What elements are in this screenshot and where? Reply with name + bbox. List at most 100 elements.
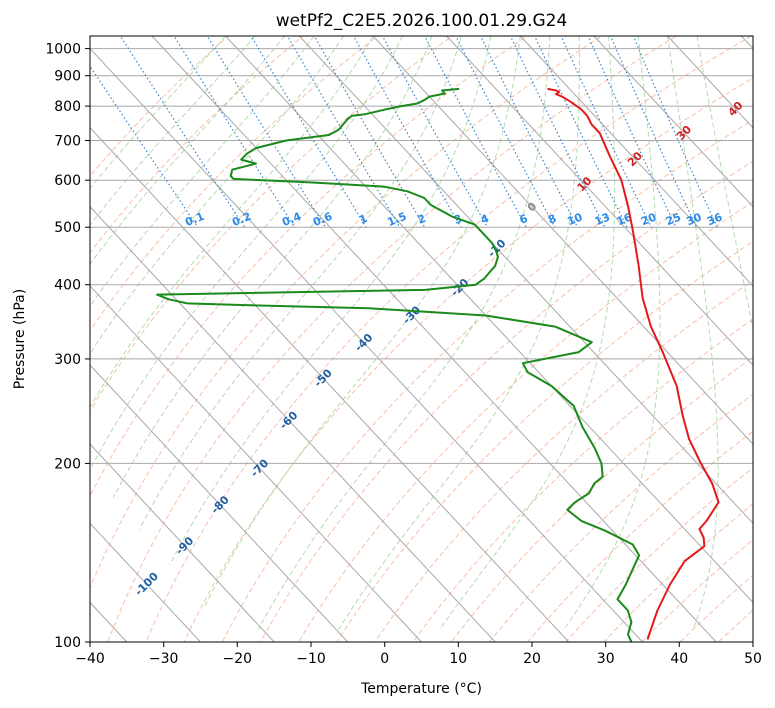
dry-adiabat <box>298 201 753 642</box>
mixing-ratio-label: 2 <box>416 212 428 227</box>
dry-adiabat <box>412 318 753 642</box>
mixing-ratio-line <box>119 36 246 228</box>
isotherm-line <box>90 364 349 642</box>
y-tick-label: 1000 <box>45 42 81 58</box>
mixing-ratio-line <box>587 36 677 228</box>
isotherm-line <box>593 36 753 208</box>
isotherms <box>90 36 753 642</box>
dry-adiabat <box>90 36 229 177</box>
isotherm-line <box>151 36 717 642</box>
dry-adiabat <box>183 77 753 642</box>
mixing-ratio-label: 0.6 <box>311 210 334 229</box>
moist-adiabat <box>439 36 616 630</box>
moist-adiabat <box>204 36 521 607</box>
mixing-ratio-label: 13 <box>593 210 612 228</box>
y-tick-label: 800 <box>54 99 81 115</box>
dewpoint-profile <box>156 87 641 642</box>
temperature-profile <box>547 87 720 640</box>
dry-adiabat <box>107 36 678 642</box>
y-axis-label: Pressure (hPa) <box>12 289 28 389</box>
y-tick-label: 400 <box>54 278 81 294</box>
mixing-ratio-line <box>206 36 327 228</box>
dry-adiabat <box>145 36 753 642</box>
y-tick-label: 700 <box>54 134 81 150</box>
mixing-ratio-line <box>632 36 718 228</box>
mixing-ratio-line <box>560 36 652 228</box>
y-tick-label: 600 <box>54 173 81 189</box>
x-axis-label: Temperature (°C) <box>360 681 482 697</box>
dry-adiabat <box>374 279 753 642</box>
moist-adiabat <box>338 36 580 630</box>
dry-adiabat <box>90 36 379 332</box>
moist-adiabat <box>90 36 226 190</box>
moist-adiabats <box>90 36 753 630</box>
x-tick-label: −20 <box>223 651 253 667</box>
x-tick-label: 50 <box>744 651 762 667</box>
x-tick-label: 30 <box>597 651 615 667</box>
mixing-ratio-label: 0.4 <box>280 210 303 229</box>
moist-adiabat <box>90 36 285 265</box>
dry-adiabat <box>90 36 304 254</box>
moist-adiabat <box>90 36 374 409</box>
mixing-ratio-label: 1 <box>357 212 369 227</box>
dry-adiabat <box>90 36 454 413</box>
moist-adiabat <box>90 36 256 226</box>
isotherm-line <box>740 36 753 50</box>
dry-adiabat <box>488 393 753 642</box>
dry-adiabat <box>259 160 753 642</box>
mixing-ratio-line <box>533 36 628 228</box>
isotherm-line <box>446 36 753 366</box>
x-tick-label: −10 <box>296 651 326 667</box>
moist-adiabat <box>667 36 719 630</box>
isotherm-line <box>90 206 496 642</box>
mixing-ratio-lines <box>90 36 718 228</box>
x-tick-label: −30 <box>149 651 179 667</box>
x-tick-label: 40 <box>670 651 688 667</box>
isotherm-line <box>90 285 422 642</box>
isotherm-line <box>298 36 753 525</box>
isotherm-line <box>225 36 753 604</box>
plot-frame <box>89 35 754 643</box>
mixing-ratio-line <box>381 36 489 228</box>
dry-adiabat <box>717 609 753 642</box>
mixing-ratio-label: 4 <box>479 212 491 227</box>
chart-title: wetPf2_C2E5.2026.100.01.29.G24 <box>276 11 568 31</box>
y-tick-label: 900 <box>54 69 81 85</box>
mixing-ratio-label: 30 <box>684 210 703 228</box>
mixing-ratio-label: 25 <box>664 210 683 228</box>
y-tick-label: 100 <box>54 635 81 651</box>
mixing-ratio-label: 36 <box>705 210 724 228</box>
y-tick-label: 300 <box>54 352 81 368</box>
mixing-ratio-line <box>286 36 401 228</box>
moist-adiabat <box>696 36 753 333</box>
isobars <box>90 48 753 642</box>
mixing-ratio-label: 20 <box>639 210 658 228</box>
dry-adiabat <box>90 36 603 590</box>
plot-area: 0.1 0.2 0.4 0.6 1 1.5 2 3 4 6 8 10 13 16 20 25 30 36-100-… <box>90 24 775 655</box>
mixing-ratio-line <box>610 36 698 228</box>
moist-adiabat <box>139 36 462 530</box>
isotherm-line <box>90 443 275 642</box>
isotherm-line <box>90 126 570 642</box>
y-tick-label: 500 <box>54 220 81 236</box>
isotherm-line <box>519 36 753 287</box>
dry-adiabat <box>221 119 753 642</box>
moist-adiabat <box>257 36 551 630</box>
dry-adiabat <box>742 24 775 655</box>
mixing-ratio-label: 1.5 <box>386 210 409 229</box>
mixing-ratio-line <box>250 36 367 228</box>
x-tick-label: 0 <box>380 651 389 667</box>
moist-adiabat <box>90 36 344 355</box>
dry-adiabats <box>90 24 775 655</box>
x-tick-label: −40 <box>75 651 105 667</box>
isotherm-line <box>372 36 753 445</box>
moist-adiabat <box>563 36 661 630</box>
mixing-ratio-label: 8 <box>546 212 558 227</box>
moist-adiabat <box>90 36 315 308</box>
mixing-ratio-line <box>455 36 556 228</box>
moist-adiabat <box>90 36 403 471</box>
mixing-ratio-label: 10 <box>565 210 584 228</box>
x-tick-label: 20 <box>523 651 541 667</box>
moist-adiabat <box>169 36 492 565</box>
